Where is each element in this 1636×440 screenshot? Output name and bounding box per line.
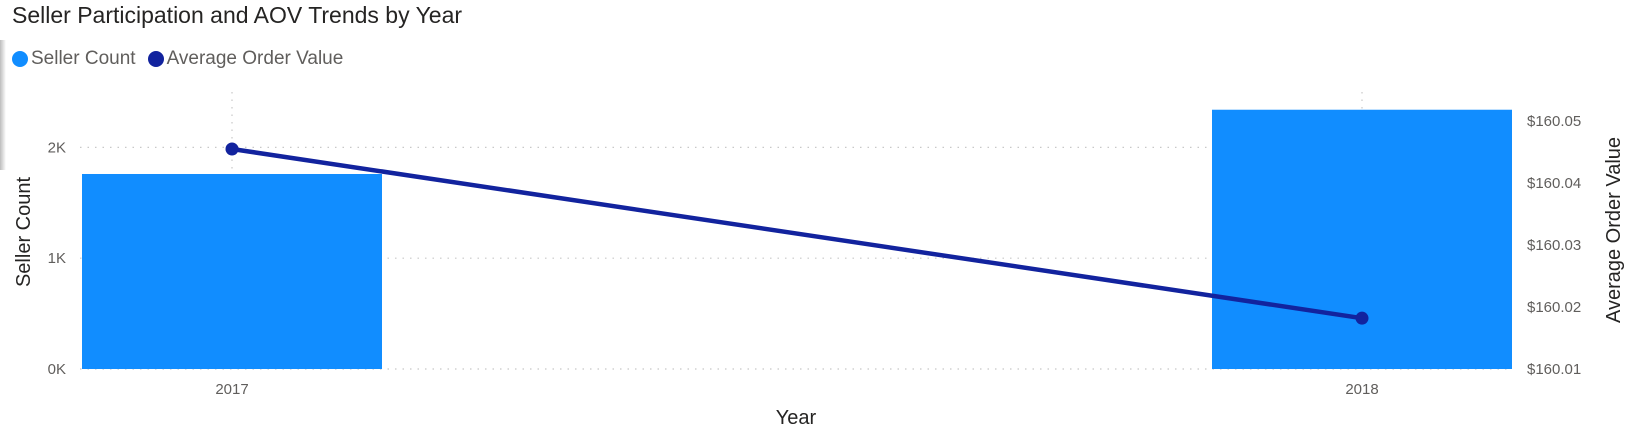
- point-average-order-value-2017[interactable]: [225, 142, 239, 156]
- legend-marker-average-order-value: [147, 51, 164, 67]
- x-tick-label: 2017: [215, 381, 248, 398]
- y2-tick-label: $160.05: [1527, 113, 1581, 130]
- y-tick-label: 0K: [48, 361, 66, 378]
- legend-item-average-order-value[interactable]: Average Order Value: [147, 48, 344, 70]
- bar-seller-count-2017[interactable]: [82, 173, 382, 369]
- chart-title: Seller Participation and AOV Trends by Y…: [12, 2, 463, 28]
- chart-legend: Seller Count Average Order Value: [12, 48, 355, 70]
- y2-tick-label: $160.04: [1527, 175, 1581, 192]
- point-average-order-value-2018[interactable]: [1355, 311, 1369, 325]
- y2-tick-label: $160.01: [1527, 361, 1581, 378]
- y-tick-label: 1K: [48, 250, 66, 267]
- y-tick-label: 2K: [48, 139, 66, 156]
- y2-tick-label: $160.02: [1527, 299, 1581, 316]
- y2-axis-title: Average Order Value: [1603, 137, 1625, 323]
- legend-item-seller-count[interactable]: Seller Count: [12, 48, 136, 70]
- legend-label-seller-count: Seller Count: [31, 48, 136, 69]
- legend-marker-seller-count: [12, 51, 28, 67]
- legend-label-average-order-value: Average Order Value: [166, 48, 344, 69]
- y2-tick-label: $160.03: [1527, 237, 1581, 254]
- panel-shadow: [0, 40, 6, 170]
- bar-seller-count-2018[interactable]: [1212, 109, 1512, 369]
- x-tick-label: 2018: [1345, 381, 1378, 398]
- line-average-order-value[interactable]: [229, 146, 1365, 321]
- y-axis-title: Seller Count: [13, 177, 35, 288]
- x-axis-title: Year: [776, 407, 817, 429]
